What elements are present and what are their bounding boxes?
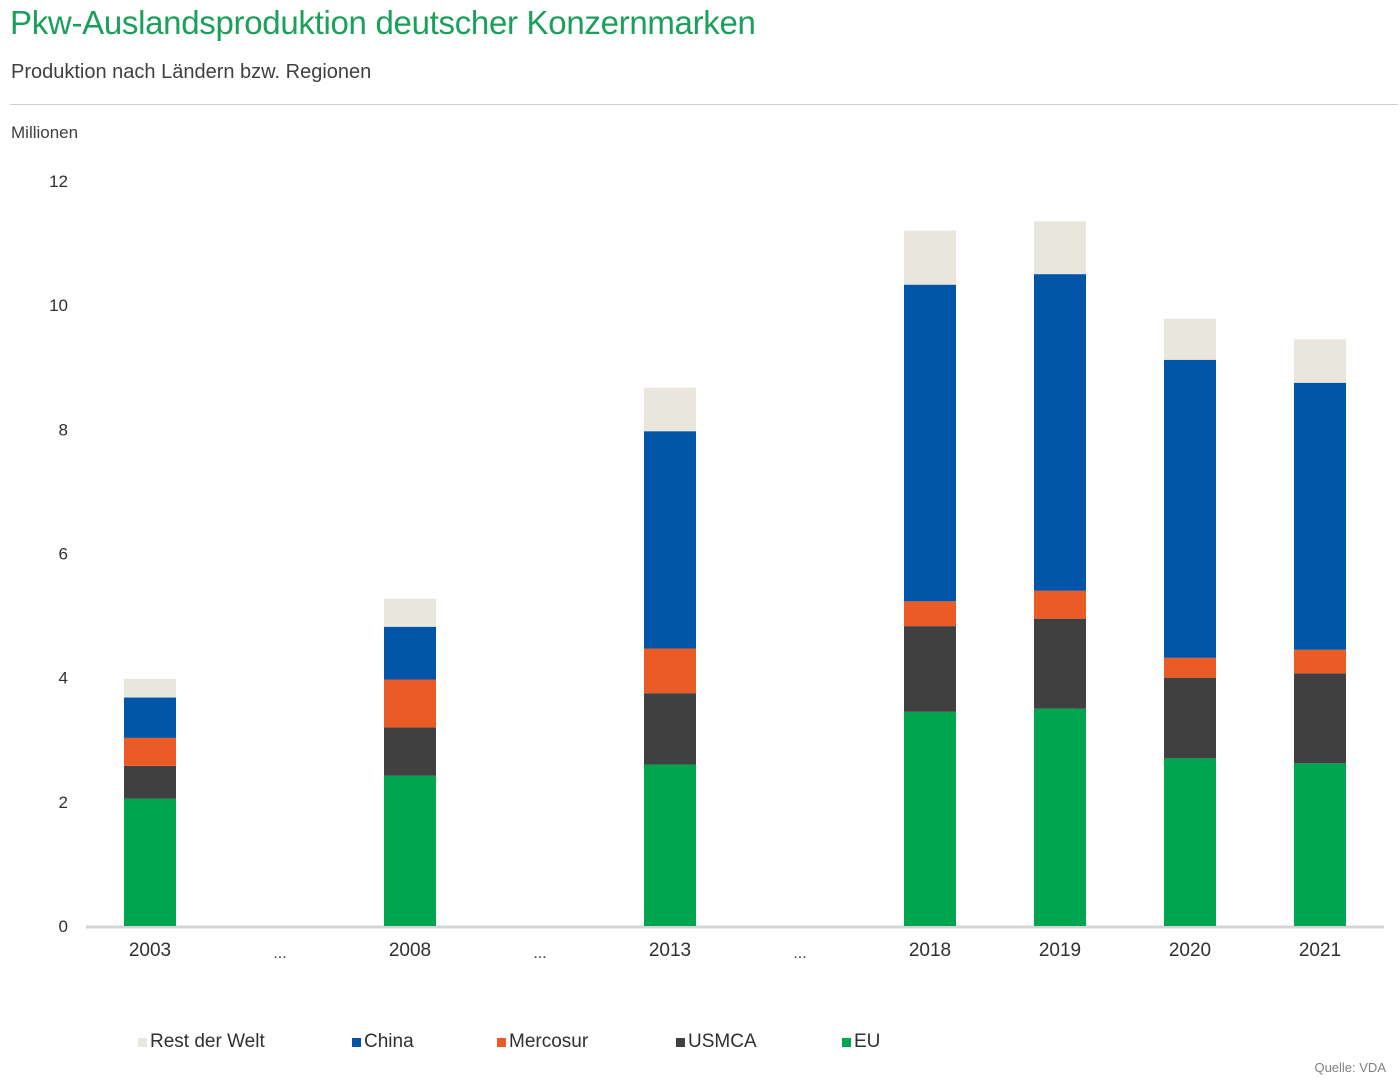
bar-segment-china-2003	[124, 697, 176, 738]
legend-swatch	[138, 1037, 147, 1047]
bar-segment-china-2019	[1034, 274, 1086, 591]
bar-segment-eu-2003	[124, 798, 176, 926]
y-tick-label: 4	[59, 669, 68, 688]
bar-segment-mercosur-2018	[904, 601, 956, 627]
bar-segment-usmca-2008	[384, 727, 436, 776]
x-tick-label: 2003	[129, 940, 171, 961]
legend-item-usmca: USMCA	[676, 1031, 757, 1053]
legend-label: Rest der Welt	[150, 1031, 265, 1052]
chart-subtitle: Produktion nach Ländern bzw. Regionen	[11, 61, 372, 83]
bar-segment-mercosur-2020	[1164, 657, 1216, 678]
bar-segment-rest-der-welt-2019	[1034, 221, 1086, 275]
y-tick-label: 6	[59, 545, 68, 564]
y-tick-label: 0	[59, 917, 68, 936]
x-tick-label: 2013	[649, 940, 691, 961]
bar-segment-mercosur-2003	[124, 737, 176, 766]
bar-segment-rest-der-welt-2021	[1294, 339, 1346, 383]
bar-segment-eu-2020	[1164, 758, 1216, 926]
bar-segment-rest-der-welt-2008	[384, 598, 436, 627]
bar-segment-mercosur-2013	[644, 648, 696, 694]
bar-segment-eu-2021	[1294, 763, 1346, 926]
bar-segment-mercosur-2021	[1294, 649, 1346, 674]
legend-label: China	[364, 1031, 414, 1052]
bar-segment-china-2018	[904, 284, 956, 602]
legend-item-china: China	[352, 1031, 414, 1053]
source-note: Quelle: VDA	[1314, 1060, 1386, 1075]
x-tick-label: 2019	[1039, 940, 1081, 961]
bar-segment-china-2013	[644, 431, 696, 649]
y-tick-label: 2	[59, 793, 68, 812]
legend-label: USMCA	[688, 1031, 757, 1052]
legend-label: EU	[854, 1031, 881, 1052]
chart-title: Pkw-Auslandsproduktion deutscher Konzern…	[10, 4, 756, 41]
y-tick-label: 10	[49, 296, 68, 315]
bar-segment-rest-der-welt-2018	[904, 230, 956, 285]
bar-segment-rest-der-welt-2013	[644, 387, 696, 432]
bar-segment-rest-der-welt-2003	[124, 678, 176, 698]
legend-swatch	[352, 1037, 361, 1047]
bar-segment-eu-2019	[1034, 708, 1086, 926]
bar-segment-usmca-2021	[1294, 673, 1346, 764]
x-axis-gap-marker: ...	[793, 945, 806, 962]
chart-legend: Rest der Welt China Mercosur USMCA EU	[0, 1031, 1400, 1057]
bar-segment-usmca-2019	[1034, 618, 1086, 709]
y-tick-label: 8	[59, 420, 68, 439]
bar-segment-mercosur-2019	[1034, 590, 1086, 619]
x-tick-label: 2008	[389, 940, 431, 961]
bar-segment-usmca-2013	[644, 693, 696, 765]
x-tick-label: 2020	[1169, 940, 1211, 961]
y-tick-label: 12	[49, 172, 68, 191]
y-axis-unit-label: Millionen	[11, 123, 79, 142]
legend-swatch	[842, 1037, 851, 1047]
bar-segment-china-2021	[1294, 382, 1346, 650]
header-divider	[10, 104, 1398, 105]
legend-item-mercosur: Mercosur	[497, 1031, 588, 1053]
x-axis-gap-marker: ...	[273, 945, 286, 962]
legend-item-rest-der-welt: Rest der Welt	[138, 1031, 265, 1053]
bar-segment-usmca-2018	[904, 626, 956, 712]
bar-segment-mercosur-2008	[384, 679, 436, 728]
bar-segment-usmca-2020	[1164, 677, 1216, 759]
legend-item-eu: EU	[842, 1031, 880, 1053]
bar-segment-rest-der-welt-2020	[1164, 318, 1216, 360]
x-tick-label: 2018	[909, 940, 951, 961]
x-axis-gap-marker: ...	[533, 945, 546, 962]
legend-label: Mercosur	[509, 1031, 589, 1052]
bar-segment-eu-2013	[644, 764, 696, 926]
bar-segment-china-2020	[1164, 359, 1216, 658]
bar-segment-china-2008	[384, 626, 436, 680]
x-tick-label: 2021	[1299, 940, 1341, 961]
bar-segment-eu-2018	[904, 711, 956, 926]
bar-segment-usmca-2003	[124, 765, 176, 799]
legend-swatch	[497, 1037, 506, 1047]
stacked-bar-chart: 0 2 4 6 8 10 12 2003 2008 2013 2018 2019 2020 2021...…	[49, 172, 1384, 962]
bar-segment-eu-2008	[384, 775, 436, 926]
legend-swatch	[676, 1037, 685, 1047]
